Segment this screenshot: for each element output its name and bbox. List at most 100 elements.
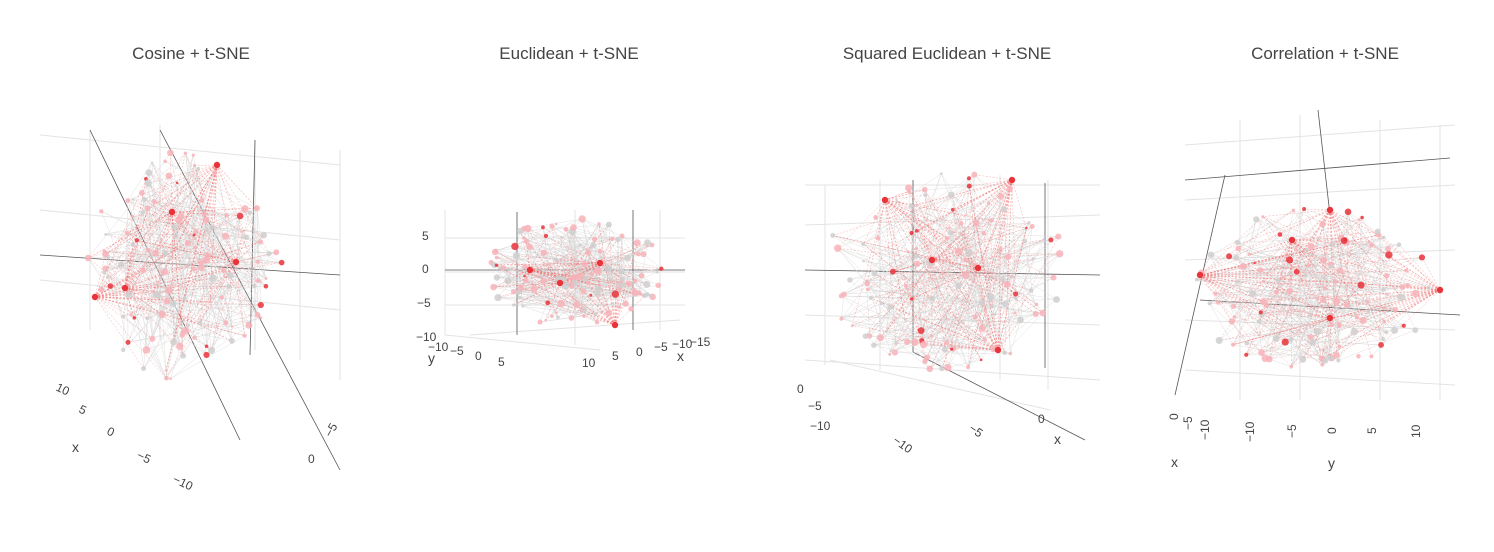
node-point: [838, 293, 844, 299]
node-point: [1288, 337, 1294, 343]
node-point: [979, 325, 986, 332]
node-point: [963, 258, 968, 263]
edge: [863, 174, 975, 245]
edge: [931, 253, 1060, 261]
edge: [944, 232, 951, 350]
edge: [94, 254, 106, 298]
edge: [1256, 219, 1331, 319]
node-point: [207, 346, 216, 355]
node-point: [145, 169, 153, 176]
edge: [608, 257, 628, 269]
edge: [886, 220, 992, 332]
node-point: [510, 288, 517, 295]
edge: [94, 296, 245, 336]
node-point: [894, 341, 898, 346]
edge: [931, 259, 955, 349]
edge: [124, 280, 259, 289]
edge: [1402, 286, 1441, 291]
x-tick: 10: [582, 356, 596, 370]
edge: [977, 267, 1043, 314]
edge: [866, 283, 891, 352]
edge: [866, 280, 891, 308]
node-point: [264, 277, 268, 280]
edge: [216, 164, 247, 238]
edge: [124, 175, 170, 289]
edge: [1382, 287, 1429, 340]
edge: [1324, 241, 1370, 278]
edge: [1421, 257, 1441, 291]
edge: [519, 297, 616, 326]
node-point: [591, 236, 598, 242]
node-point: [176, 342, 184, 350]
edge: [997, 249, 1001, 351]
scene-correlation[interactable]: [1174, 109, 1461, 400]
edge: [1279, 234, 1331, 319]
x-tick: 5: [612, 349, 619, 363]
edge: [1361, 217, 1416, 331]
edge: [1199, 265, 1308, 276]
x-tick: −15: [690, 335, 711, 349]
edge: [124, 199, 145, 289]
scene-cosine[interactable]: [39, 125, 341, 471]
edge: [1345, 211, 1349, 243]
edge: [104, 164, 218, 252]
edge: [891, 179, 1013, 274]
edge: [890, 267, 979, 352]
edge: [1199, 259, 1290, 276]
edge: [153, 291, 167, 371]
edge: [923, 344, 994, 350]
edge: [143, 201, 155, 271]
edge: [1302, 317, 1331, 360]
edge: [1329, 209, 1351, 307]
node-point: [1234, 279, 1240, 284]
node-point: [989, 304, 995, 309]
node-point: [997, 193, 1005, 200]
node-point: [649, 242, 655, 248]
edge: [527, 228, 601, 264]
edge: [105, 175, 170, 255]
edge: [107, 182, 178, 258]
edge: [1329, 317, 1387, 333]
scene-euclidean[interactable]: [444, 210, 685, 351]
node-point: [972, 280, 975, 284]
node-point: [545, 300, 551, 306]
edge: [1031, 277, 1054, 291]
y-tick: 5: [498, 355, 505, 369]
scene-squared-euclidean[interactable]: [804, 171, 1101, 441]
edge: [529, 269, 562, 304]
edge: [1331, 305, 1348, 359]
edge: [176, 182, 267, 287]
edge: [961, 223, 999, 351]
edge: [127, 211, 173, 234]
edge: [894, 352, 1011, 354]
node-point: [1350, 328, 1358, 336]
y-tick: −5: [1285, 424, 1299, 438]
edge: [884, 199, 964, 235]
edge: [94, 296, 211, 302]
edge: [914, 179, 1013, 207]
edge: [185, 164, 218, 331]
node-point: [163, 298, 171, 305]
node-point: [1244, 352, 1249, 357]
edge: [870, 232, 912, 299]
edge: [1228, 209, 1331, 257]
node-point: [263, 283, 269, 289]
edge: [171, 153, 186, 213]
x-tick: −10: [1198, 419, 1212, 440]
edge: [1329, 209, 1408, 286]
edge: [832, 235, 931, 264]
edge: [931, 256, 1009, 337]
y-axis-title: y: [1328, 455, 1335, 471]
node-point: [171, 224, 178, 230]
edge: [88, 244, 133, 259]
edge: [950, 232, 979, 269]
node-point: [1017, 316, 1024, 324]
edge: [963, 234, 999, 351]
node-point: [98, 286, 105, 293]
edge: [1296, 271, 1331, 319]
edge: [87, 257, 126, 289]
node-point: [1382, 319, 1387, 324]
node-point: [204, 252, 211, 259]
hub-point: [526, 266, 534, 274]
